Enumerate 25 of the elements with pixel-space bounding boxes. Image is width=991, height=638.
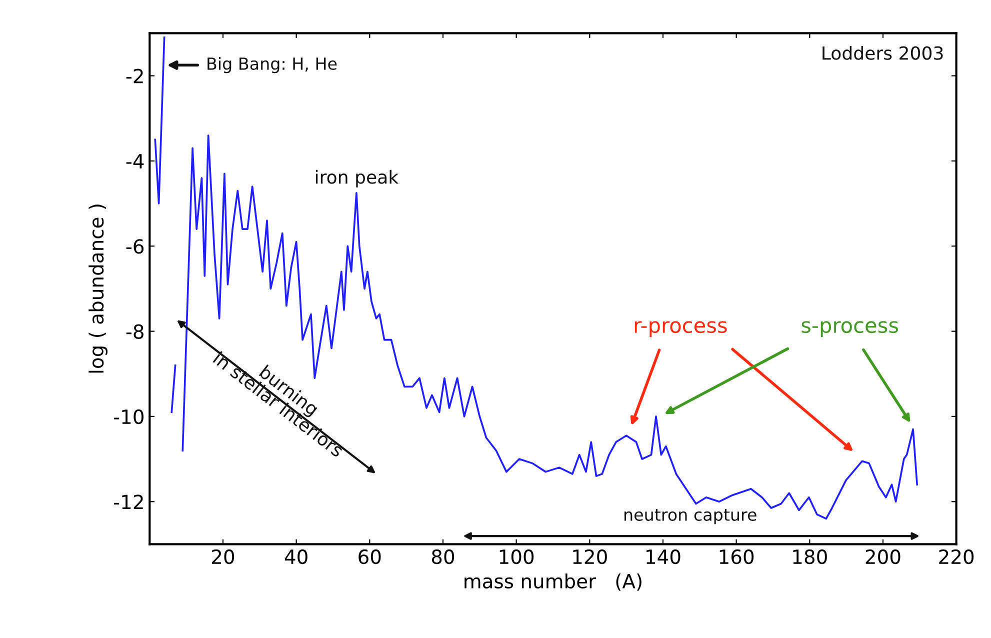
annotation: r-process — [634, 321, 727, 338]
y-tick-label: -4 — [126, 154, 144, 168]
x-tick-label: 180 — [793, 549, 827, 564]
x-axis-title: mass number (A) — [464, 573, 642, 591]
x-tick-label: 200 — [866, 549, 900, 564]
y-tick-label: -6 — [126, 239, 144, 254]
annotation: iron peak — [316, 170, 399, 188]
y-tick-label: -8 — [126, 324, 144, 339]
y-tick-label: -12 — [114, 494, 143, 510]
x-tick-label: 100 — [500, 549, 534, 564]
annotation: s-process — [802, 321, 898, 338]
y-axis-title: log ( abundance ) — [88, 204, 108, 373]
x-tick-label: 160 — [720, 549, 754, 564]
x-tick-label: 120 — [573, 549, 607, 564]
x-tick-label: 60 — [358, 549, 381, 564]
x-tick-label: 40 — [284, 549, 308, 564]
x-tick-label: 140 — [646, 549, 680, 564]
y-tick-label: -2 — [126, 68, 143, 84]
x-tick-label: 20 — [212, 549, 234, 564]
x-tick-label: 220 — [939, 549, 974, 564]
annotation: Big Bang: H, He — [208, 57, 337, 74]
y-tick-label: -10 — [114, 409, 144, 424]
annotation: Lodders 2003 — [822, 46, 943, 60]
annotation: neutron capture — [624, 509, 756, 524]
x-tick-label: 80 — [432, 549, 454, 564]
